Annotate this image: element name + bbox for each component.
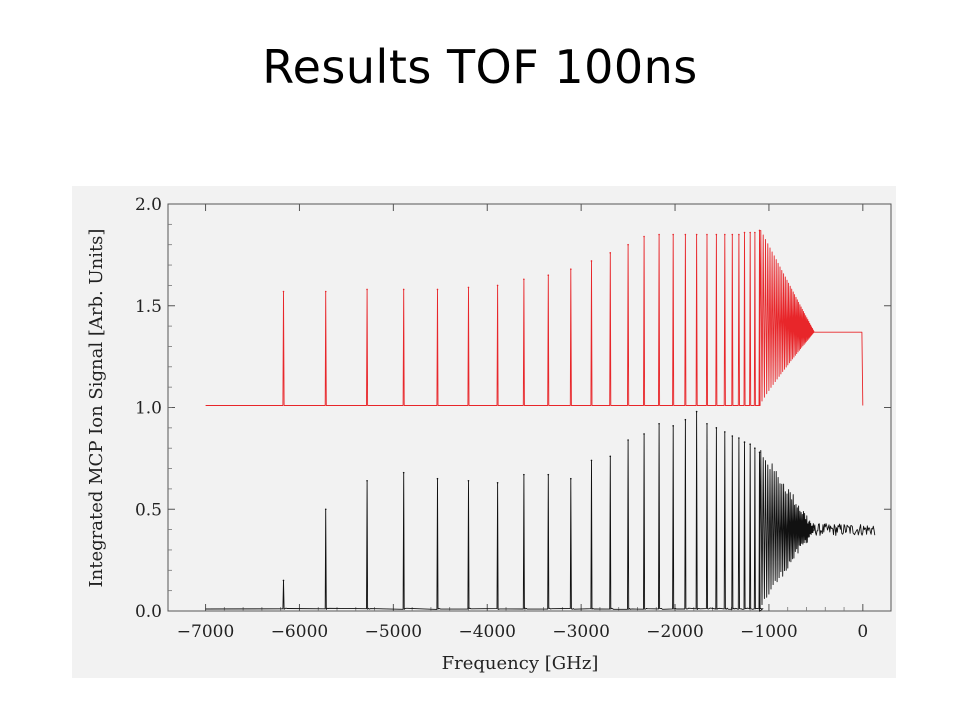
simulation-peak-point xyxy=(402,288,405,291)
measurement-peak-point xyxy=(467,479,470,482)
measurement-peak-point xyxy=(282,579,285,582)
x-tick-label: −5000 xyxy=(365,622,423,642)
simulation-peak-point xyxy=(758,229,761,232)
measurement-peak-point xyxy=(324,508,327,511)
x-axis-label: Frequency [GHz] xyxy=(442,653,599,674)
simulation-peak-point xyxy=(436,288,439,291)
simulation-peak-point xyxy=(749,231,751,234)
simulation-peak-point xyxy=(523,278,525,281)
measurement-peak-point xyxy=(590,459,593,462)
measurement-peak-point xyxy=(643,433,645,435)
simulation-peak-point xyxy=(467,286,470,289)
measurement-peak-point xyxy=(496,481,499,484)
series-group xyxy=(205,229,876,612)
measurement-peak-point xyxy=(672,425,674,427)
simulation-series-line xyxy=(205,230,864,406)
measurement-peak-point xyxy=(436,477,439,480)
measurement-peak-point xyxy=(684,418,687,421)
slide-title: Results TOF 100ns xyxy=(262,40,698,94)
simulation-peak-point xyxy=(643,235,645,238)
simulation-peak-point xyxy=(706,233,708,236)
x-tick-label: −1000 xyxy=(740,622,798,642)
simulation-peak-point xyxy=(496,284,499,287)
simulation-peak-point xyxy=(609,252,612,254)
simulation-peak-point xyxy=(684,233,687,236)
simulation-peak-point xyxy=(366,288,368,291)
y-tick-label: 0.0 xyxy=(135,602,162,622)
measurement-peak-point xyxy=(523,473,525,476)
x-tick-label: −3000 xyxy=(552,622,610,642)
measurement-peak-point xyxy=(754,447,756,450)
simulation-peak-point xyxy=(754,231,756,234)
measurement-peak-point xyxy=(738,437,740,439)
y-tick-label: 0.5 xyxy=(135,500,162,520)
simulation-peak-point xyxy=(547,274,550,277)
simulation-peak-point xyxy=(570,268,572,270)
simulation-peak-point xyxy=(590,260,593,262)
simulation-peak-point xyxy=(695,233,698,236)
measurement-series-line xyxy=(205,411,876,612)
chart-figure: 0.0 0.5 1.0 1.5 2.0 −7000 −6000 −5000 −4000 −300… xyxy=(72,186,896,678)
simulation-peak-point xyxy=(324,290,327,293)
measurement-peak-point xyxy=(749,443,751,445)
simulation-peak-point xyxy=(743,231,746,234)
x-tick-label: −6000 xyxy=(271,622,329,642)
measurement-peak-point xyxy=(724,431,726,433)
measurement-peak-point xyxy=(402,471,405,474)
simulation-peak-point xyxy=(715,233,718,236)
measurement-peak-point xyxy=(658,422,660,425)
y-axis-ticks: 0.0 0.5 1.0 1.5 2.0 xyxy=(135,195,891,622)
x-tick-label: −7000 xyxy=(177,622,235,642)
simulation-peak-point xyxy=(724,233,726,236)
measurement-peak-point xyxy=(366,479,368,482)
x-tick-label: −2000 xyxy=(646,622,704,642)
y-tick-label: 1.5 xyxy=(135,297,162,317)
simulation-peak-point xyxy=(738,233,740,236)
measurement-peak-point xyxy=(627,439,629,441)
y-tick-label: 1.0 xyxy=(135,399,162,419)
x-tick-label: −4000 xyxy=(458,622,516,642)
simulation-peak-point xyxy=(627,243,629,246)
simulation-peak-point xyxy=(282,290,285,293)
y-axis-label: Integrated MCP Ion Signal [Arb. Units] xyxy=(86,229,107,588)
simulation-peak-point xyxy=(658,233,660,236)
x-tick-label: 0 xyxy=(857,622,868,642)
y-tick-label: 2.0 xyxy=(135,195,162,215)
measurement-peak-point xyxy=(547,473,550,476)
measurement-peak-point xyxy=(570,477,572,480)
measurement-peak-point xyxy=(715,427,718,429)
measurement-peak-point xyxy=(758,451,761,454)
measurement-peak-point xyxy=(706,422,708,425)
simulation-peak-point xyxy=(672,233,674,236)
measurement-peak-point xyxy=(609,455,612,458)
measurement-peak-point xyxy=(743,441,746,443)
measurement-peak-point xyxy=(731,435,734,437)
frequency-spectrum-chart: 0.0 0.5 1.0 1.5 2.0 −7000 −6000 −5000 −4000 −300… xyxy=(86,195,892,674)
x-axis-ticks: −7000 −6000 −5000 −4000 −3000 −2000 −1000 0 xyxy=(177,204,868,642)
measurement-peak-point xyxy=(695,410,698,413)
simulation-peak-point xyxy=(731,233,734,236)
